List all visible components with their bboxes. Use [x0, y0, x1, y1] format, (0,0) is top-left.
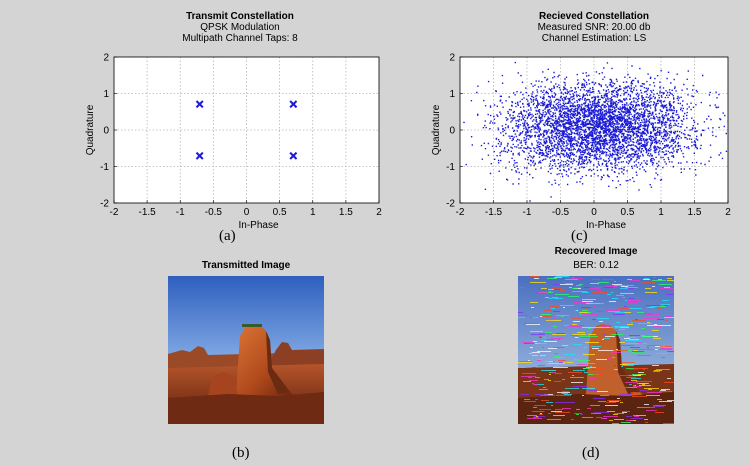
- transmit-ytick-label: -1: [100, 162, 109, 173]
- noise-overlay: [518, 276, 674, 424]
- recovered-image-title: Recovered Image: [554, 246, 638, 257]
- received-title: Recieved Constellation: [538, 11, 650, 22]
- transmit-ytick-label: -2: [100, 199, 109, 210]
- transmit-xtick-label: -0.5: [205, 207, 223, 218]
- transmit-xtick-label: 2: [376, 207, 382, 218]
- received-xtick-label: -1.5: [485, 207, 503, 218]
- received-subtitle-1: Measured SNR: 20.00 db: [537, 22, 651, 33]
- transmit-xlabel: In-Phase: [238, 220, 278, 231]
- recovered-image-ber: BER: 0.12: [573, 260, 619, 271]
- transmit-title-block: Transmit Constellation QPSK Modulation M…: [140, 11, 340, 44]
- received-xtick-label: -0.5: [552, 207, 570, 218]
- transmit-title: Transmit Constellation: [186, 11, 294, 22]
- received-xtick-label: 1: [658, 207, 664, 218]
- received-xlabel: In-Phase: [586, 220, 626, 231]
- transmit-subtitle-2: Multipath Channel Taps: 8: [182, 33, 298, 44]
- caption-d: (d): [582, 445, 600, 461]
- transmit-subtitle-1: QPSK Modulation: [200, 22, 280, 33]
- transmit-ytick-label: 1: [103, 89, 109, 100]
- transmit-points: [195, 100, 298, 160]
- caption-b: (b): [232, 445, 250, 461]
- transmitted-image: [168, 276, 324, 424]
- transmit-xtick-label: -2: [110, 207, 119, 218]
- desert-butte-photo: [168, 276, 324, 424]
- received-ylabel: Quadrature: [431, 104, 442, 155]
- received-ytick-label: 1: [449, 89, 455, 100]
- transmit-xtick-label: 0.5: [273, 207, 287, 218]
- received-title-block: Recieved Constellation Measured SNR: 20.…: [494, 11, 694, 44]
- transmit-xtick-label: -1: [176, 207, 185, 218]
- recovered-image: [518, 276, 674, 424]
- caption-a: (a): [219, 228, 236, 244]
- transmit-ytick-label: 0: [103, 126, 109, 137]
- noise-streaks: [519, 277, 674, 421]
- transmit-xtick-label: -1.5: [139, 207, 157, 218]
- caption-c: (c): [571, 228, 588, 244]
- received-xtick-label: 0: [591, 207, 597, 218]
- noisy-butte-photo: [518, 276, 674, 424]
- received-xtick-label: 0.5: [621, 207, 635, 218]
- transmit-xtick-label: 1: [310, 207, 316, 218]
- transmit-point-marker: [289, 151, 298, 160]
- transmit-xtick-label: 1.5: [339, 207, 353, 218]
- transmit-ytick-label: 2: [103, 53, 109, 64]
- received-ytick-label: 2: [449, 53, 455, 64]
- transmit-point-marker: [195, 100, 204, 109]
- transmit-point-marker: [195, 151, 204, 160]
- received-ytick-label: 0: [449, 126, 455, 137]
- transmit-xtick-label: 0: [244, 207, 250, 218]
- transmit-point-marker: [289, 100, 298, 109]
- received-points: [460, 61, 728, 202]
- received-subtitle-2: Channel Estimation: LS: [541, 33, 647, 44]
- transmitted-image-title: Transmitted Image: [201, 260, 291, 271]
- received-ytick-label: -2: [446, 199, 455, 210]
- received-xtick-label: 1.5: [688, 207, 702, 218]
- received-xtick-label: -1: [523, 207, 532, 218]
- received-scatter-cloud: [460, 61, 728, 202]
- received-xtick-label: -2: [456, 207, 465, 218]
- received-xtick-label: 2: [725, 207, 731, 218]
- noise-streaks: [518, 284, 674, 419]
- received-ytick-label: -1: [446, 162, 455, 173]
- transmit-ylabel: Quadrature: [85, 104, 96, 155]
